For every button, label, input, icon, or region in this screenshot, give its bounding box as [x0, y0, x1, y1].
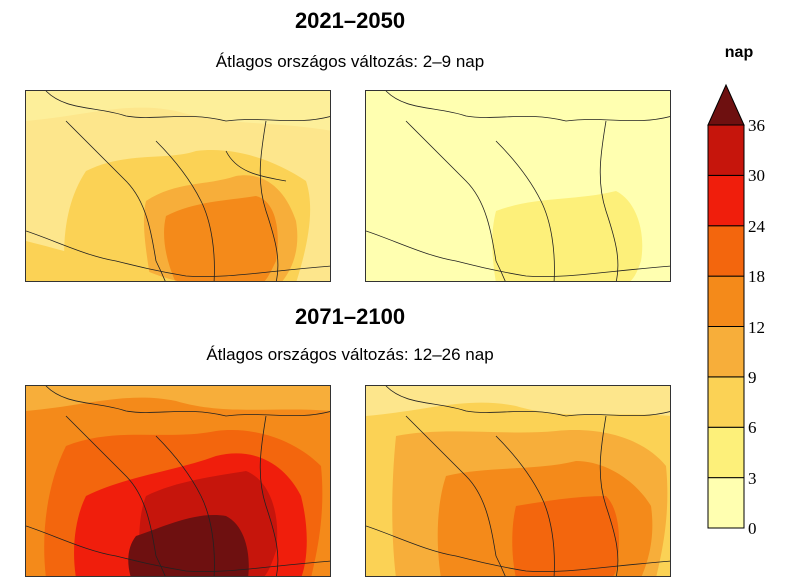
- legend-band: [707, 174, 745, 227]
- summary-text-2: Átlagos országos változás: 12–26 nap: [206, 345, 494, 364]
- legend-tick-label: 36: [748, 116, 765, 135]
- legend-tick-label: 12: [748, 317, 765, 337]
- legend-colorbar: [707, 83, 745, 529]
- summary-text-1: Átlagos országos változás: 2–9 nap: [215, 52, 485, 71]
- legend-band: [707, 326, 745, 378]
- map-2021-2050-right: [365, 90, 671, 282]
- legend-band: [707, 477, 745, 529]
- legend-cap-triangle: [707, 83, 745, 126]
- map-2021-2050-left: [25, 90, 331, 282]
- map-2071-2100-left: [25, 385, 331, 577]
- legend-tick-label: 9: [748, 367, 757, 387]
- period-title-2: 2071–2100: [294, 304, 406, 329]
- legend-band: [707, 275, 745, 327]
- legend-band: [707, 376, 745, 428]
- legend-tick-label: 0: [748, 519, 757, 538]
- legend-tick-label: 18: [748, 267, 765, 287]
- legend-band: [707, 124, 745, 176]
- legend-band: [707, 225, 745, 277]
- map-2071-2100-right: [365, 385, 671, 577]
- legend-tick-label: 30: [748, 166, 765, 186]
- legend-unit: nap: [724, 44, 754, 61]
- legend-tick-label: 24: [748, 216, 765, 236]
- legend-tick-label: 6: [748, 418, 757, 438]
- legend-band: [707, 426, 745, 479]
- legend-tick-label: 3: [748, 468, 757, 488]
- period-title-1: 2021–2050: [294, 8, 406, 33]
